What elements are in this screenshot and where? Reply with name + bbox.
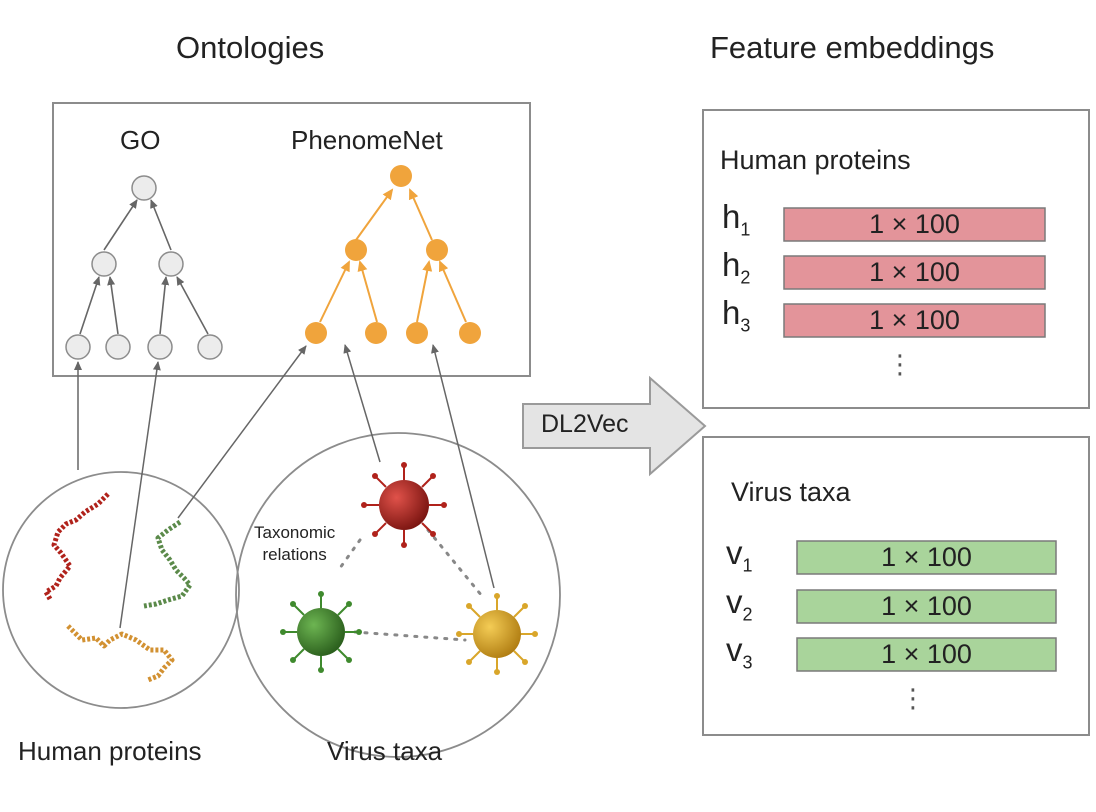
human-bar-value: 1 × 100 bbox=[869, 209, 960, 239]
human-embedding-bar-1 bbox=[783, 207, 1046, 242]
phenomenet-tree-nodes bbox=[305, 165, 481, 344]
virus-bar-value: 1 × 100 bbox=[881, 591, 972, 621]
phenomenet-node bbox=[390, 165, 412, 187]
virus-yellow bbox=[456, 593, 538, 675]
protein-chain-red bbox=[43, 492, 110, 601]
human-proteins-embedding-title: Human proteins bbox=[720, 145, 911, 175]
virus-embedding-bar-1 bbox=[796, 540, 1057, 575]
taxonomic-relation-lines bbox=[338, 528, 484, 642]
go-node bbox=[158, 251, 184, 277]
protein-chain-orange bbox=[66, 624, 175, 683]
virus-row-symbol: v1 bbox=[726, 534, 753, 577]
human-proteins-caption: Human proteins bbox=[18, 736, 202, 766]
human-ellipsis: ⋮ bbox=[887, 349, 913, 379]
human-row-symbol: h2 bbox=[722, 246, 750, 289]
human-row-index: 1 bbox=[740, 219, 751, 240]
go-node bbox=[131, 175, 157, 201]
human-row-symbol-letter: h bbox=[722, 246, 741, 283]
human-row-index: 2 bbox=[740, 267, 751, 288]
human-row-symbol-letter: h bbox=[722, 294, 741, 331]
phenomenet-node bbox=[305, 322, 327, 344]
virus-bar-value: 1 × 100 bbox=[881, 542, 972, 572]
go-node bbox=[91, 251, 117, 277]
go-node bbox=[105, 334, 131, 360]
human-proteins-circle bbox=[2, 471, 240, 709]
protein-chain-green bbox=[143, 519, 193, 609]
virus-row-index: 3 bbox=[742, 652, 753, 673]
human-embedding-bar-2 bbox=[783, 255, 1046, 290]
virus-embedding-bar-2 bbox=[796, 589, 1057, 624]
phenomenet-node bbox=[365, 322, 387, 344]
feature-embeddings-heading: Feature embeddings bbox=[710, 30, 995, 65]
go-tree-edges bbox=[79, 199, 209, 335]
go-label: GO bbox=[120, 125, 161, 155]
taxonomic-relations-line-1: Taxonomic bbox=[254, 523, 336, 542]
ontology-box bbox=[52, 102, 531, 377]
virus-taxa-caption: Virus taxa bbox=[327, 736, 443, 766]
human-bar-value: 1 × 100 bbox=[869, 305, 960, 335]
virus-green bbox=[280, 591, 362, 673]
taxonomic-relations-line-2: relations bbox=[262, 545, 327, 564]
virus-row-index: 1 bbox=[742, 555, 753, 576]
phenomenet-label: PhenomeNet bbox=[291, 125, 443, 155]
human-row-symbol-letter: h bbox=[722, 198, 741, 235]
ontologies-heading: Ontologies bbox=[176, 30, 325, 65]
dl2vec-label: DL2Vec bbox=[541, 410, 629, 438]
virus-ellipsis: ⋮ bbox=[900, 683, 926, 713]
human-row-index: 3 bbox=[740, 315, 751, 336]
virus-bar-value: 1 × 100 bbox=[881, 639, 972, 669]
human-embedding-bar-3 bbox=[783, 303, 1046, 338]
go-node bbox=[147, 334, 173, 360]
go-tree-nodes bbox=[65, 175, 223, 360]
virus-row-symbol-letter: v bbox=[726, 583, 743, 620]
virus-embedding-bar-3 bbox=[796, 637, 1057, 672]
go-node bbox=[65, 334, 91, 360]
human-row-symbol: h1 bbox=[722, 198, 750, 241]
phenomenet-node bbox=[459, 322, 481, 344]
phenomenet-node bbox=[345, 239, 367, 261]
phenomenet-tree-edges bbox=[319, 188, 467, 323]
annotation-arrows bbox=[74, 344, 495, 629]
virus-embeddings-box bbox=[702, 436, 1090, 736]
virus-taxa-embedding-title: Virus taxa bbox=[731, 477, 851, 507]
human-bar-value: 1 × 100 bbox=[869, 257, 960, 287]
virus-row-symbol: v3 bbox=[726, 631, 753, 674]
virus-row-index: 2 bbox=[742, 604, 753, 625]
go-node bbox=[197, 334, 223, 360]
virus-red bbox=[361, 462, 447, 548]
phenomenet-node bbox=[406, 322, 428, 344]
virus-taxa-circle bbox=[235, 432, 561, 758]
phenomenet-node bbox=[426, 239, 448, 261]
taxonomic-relations-label: Taxonomic relations bbox=[254, 522, 335, 566]
virus-row-symbol-letter: v bbox=[726, 534, 743, 571]
dl2vec-arrow bbox=[522, 375, 707, 477]
human-row-symbol: h3 bbox=[722, 294, 750, 337]
virus-row-symbol: v2 bbox=[726, 583, 753, 626]
virus-row-symbol-letter: v bbox=[726, 631, 743, 668]
